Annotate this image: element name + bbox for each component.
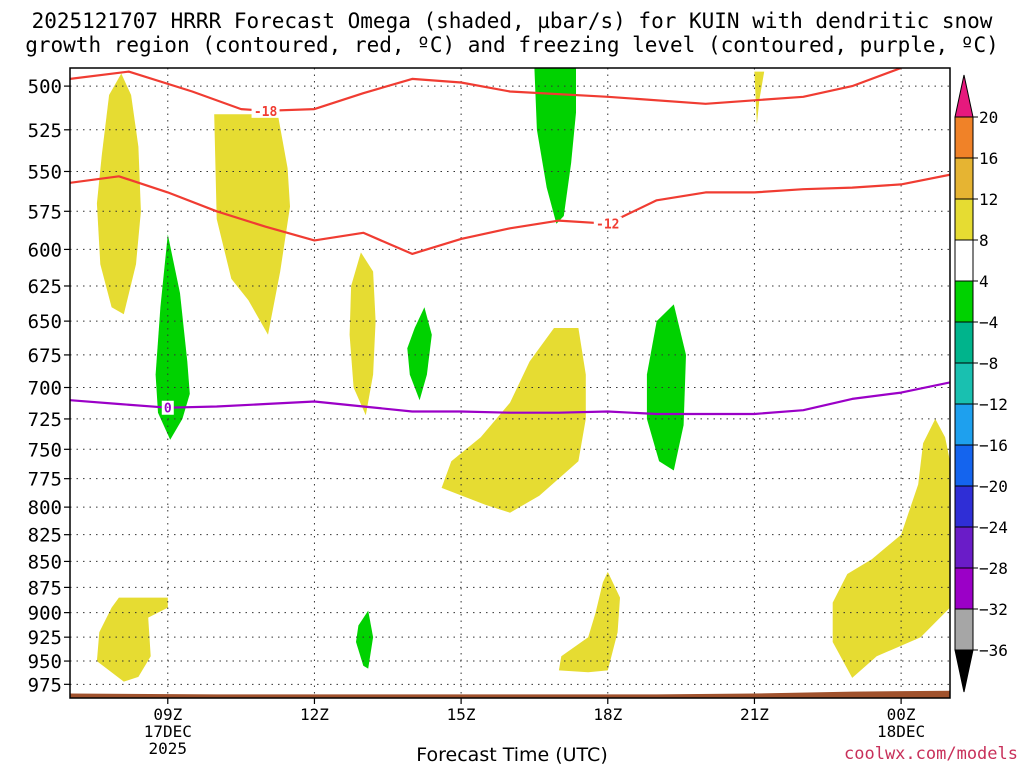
x-tick-label-12Z: 12Z (300, 705, 329, 724)
y-tick-label-850: 850 (28, 551, 62, 573)
plot-frame (69, 67, 951, 699)
y-tick-label-600: 600 (28, 239, 62, 261)
y-tick-label-825: 825 (28, 525, 62, 547)
y-tick-label-675: 675 (28, 345, 62, 367)
x-axis-label: Forecast Time (UTC) (416, 744, 608, 766)
colorbar-band-16-to-20 (954, 116, 974, 159)
omega-region-3 (349, 252, 376, 416)
y-axis: 500 525 550 575 600 625 650 675 700 725 750 775 800 8… (28, 76, 70, 696)
colorbar-label--8: −8 (979, 354, 998, 373)
colorbar-band--32-to--28 (954, 567, 974, 610)
omega-region-9 (534, 68, 576, 224)
terrain-layer (70, 690, 950, 698)
chart-title-line-2: growth region (contoured, red, ºC) and f… (25, 33, 999, 57)
colorbar: −36 −32 −28 −24 −20 −16 −12 −8 −4 4 8 12 16 20 (954, 74, 1008, 693)
y-tick-label-525: 525 (28, 120, 62, 142)
contour-line-1 (70, 68, 902, 112)
contour-label-bg-2 (593, 216, 622, 231)
y-tick-label-750: 750 (28, 439, 62, 461)
omega-region-11 (407, 307, 432, 401)
omega-region-7 (96, 597, 168, 682)
contour-label-bg-3 (161, 400, 174, 415)
y-tick-label-650: 650 (28, 311, 62, 333)
contour-label-bg-1 (251, 103, 280, 118)
colorbar-band--8-to--4 (954, 321, 974, 364)
x-tick-sublabel-1-09Z: 17DEC (144, 722, 192, 741)
x-tick-label-00Z: 00Z (887, 705, 916, 724)
colorbar-label-16: 16 (979, 149, 998, 168)
y-tick-label-925: 925 (28, 627, 62, 649)
x-tick-label-21Z: 21Z (740, 705, 769, 724)
colorbar-label--4: −4 (979, 313, 998, 332)
x-tick-label-15Z: 15Z (447, 705, 476, 724)
y-tick-label-900: 900 (28, 603, 62, 625)
omega-region-12 (646, 304, 686, 471)
contour-line-2 (70, 173, 950, 255)
colorbar-label-12: 12 (979, 190, 998, 209)
omega-region-2 (214, 114, 290, 335)
colorbar-label-8: 8 (979, 231, 989, 250)
y-tick-label-700: 700 (28, 378, 62, 400)
terrain-ground (70, 690, 950, 698)
colorbar-band-4-to-8 (954, 239, 974, 282)
omega-shading-layer (96, 68, 950, 682)
omega-region-4 (441, 328, 586, 513)
omega-region-8 (558, 571, 620, 673)
colorbar-band--16-to--12 (954, 403, 974, 446)
contour-line-3 (70, 381, 950, 416)
contour-label-1: -18 (254, 105, 278, 120)
colorbar-label--32: −32 (979, 600, 1008, 619)
contour-label-2: -12 (596, 218, 619, 233)
x-tick-sublabel-2-09Z: 2025 (149, 739, 188, 758)
colorbar-band--24-to--20 (954, 485, 974, 528)
colorbar-band-8-to-12 (954, 198, 974, 241)
y-tick-label-550: 550 (28, 161, 62, 183)
colorbar-label-4: 4 (979, 272, 989, 291)
y-tick-label-500: 500 (28, 76, 62, 98)
y-tick-label-875: 875 (28, 577, 62, 599)
omega-region-5 (754, 71, 765, 125)
colorbar-label--20: −20 (979, 477, 1008, 496)
colorbar-over-arrow (954, 74, 974, 118)
colorbar-label--16: −16 (979, 436, 1008, 455)
colorbar-band--20-to--16 (954, 444, 974, 487)
colorbar-band--36-to--32 (954, 608, 974, 651)
omega-region-13 (356, 610, 374, 669)
plot-area (70, 68, 950, 698)
chart-title-line-1: 2025121707 HRRR Forecast Omega (shaded, … (31, 9, 993, 33)
contour-layer: -18 -12 0 (70, 68, 950, 417)
contour-label-3: 0 (164, 402, 172, 417)
colorbar-label--28: −28 (979, 559, 1008, 578)
colorbar-label-20: 20 (979, 108, 998, 127)
y-tick-label-575: 575 (28, 201, 62, 223)
colorbar-label--12: −12 (979, 395, 1008, 414)
credit-text: coolwx.com/models (844, 744, 1018, 764)
y-tick-label-625: 625 (28, 276, 62, 298)
y-tick-label-950: 950 (28, 651, 62, 673)
y-tick-label-975: 975 (28, 674, 62, 696)
omega-region-1 (96, 73, 141, 315)
x-tick-label-18Z: 18Z (593, 705, 622, 724)
colorbar-under-arrow (954, 649, 974, 693)
colorbar-band--12-to--8 (954, 362, 974, 405)
x-tick-label-09Z: 09Z (153, 705, 182, 724)
y-tick-label-725: 725 (28, 409, 62, 431)
y-tick-label-800: 800 (28, 497, 62, 519)
colorbar-label--36: −36 (979, 641, 1008, 660)
grid-layer (70, 68, 950, 698)
y-tick-label-775: 775 (28, 469, 62, 491)
omega-region-6 (832, 418, 950, 678)
x-tick-sublabel-1-00Z: 18DEC (877, 722, 925, 741)
omega-region-10 (155, 234, 190, 440)
colorbar-label--24: −24 (979, 518, 1008, 537)
colorbar-band--28-to--24 (954, 526, 974, 569)
colorbar-band-12-to-16 (954, 157, 974, 200)
colorbar-band--4-to-4 (954, 280, 974, 323)
